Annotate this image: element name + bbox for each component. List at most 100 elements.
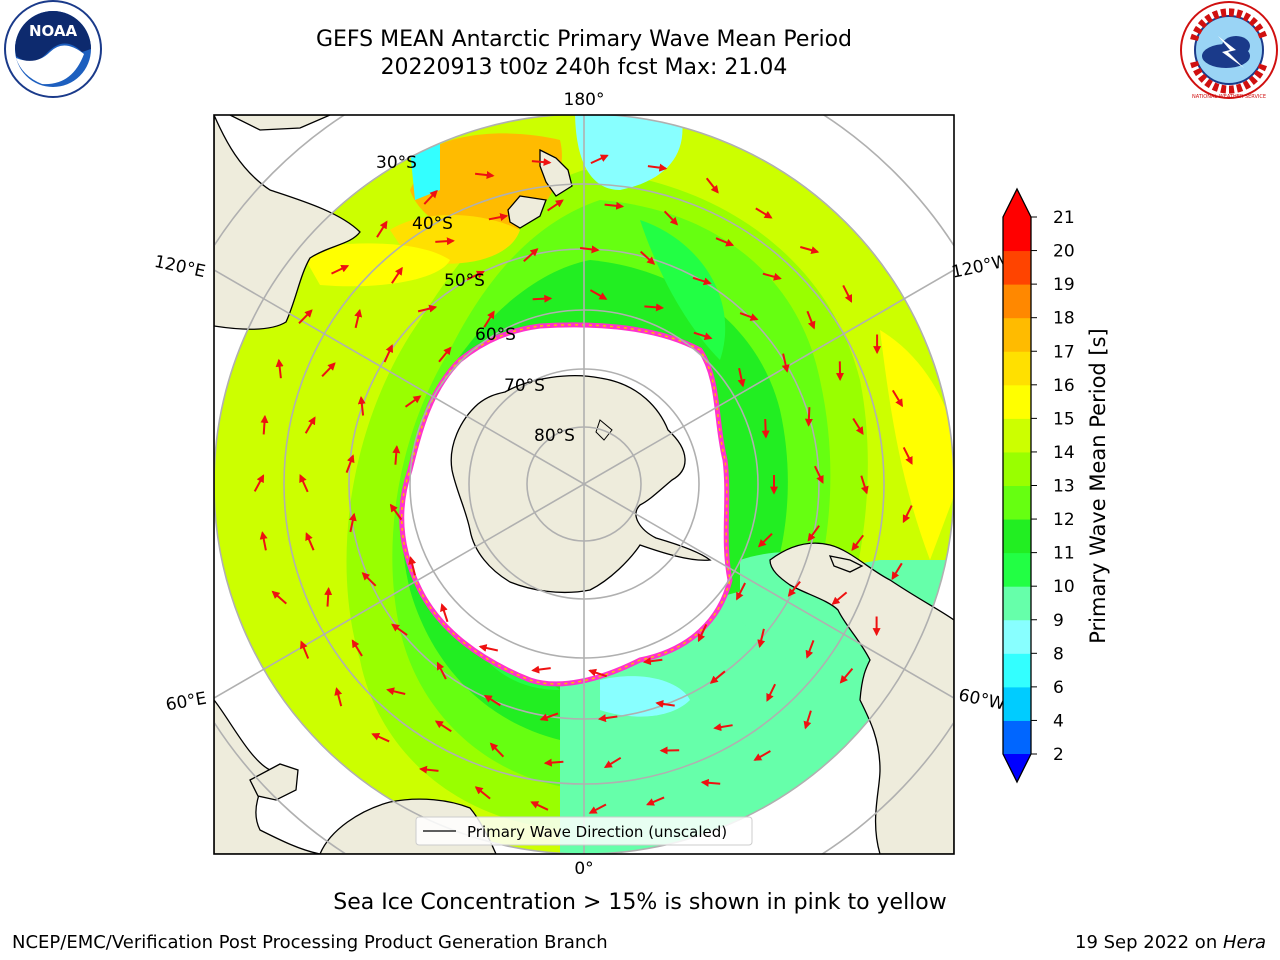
wave-direction-arrow xyxy=(640,250,656,265)
wave-direction-arrow xyxy=(436,661,447,680)
wave-direction-arrow xyxy=(813,465,824,484)
wave-direction-arrow xyxy=(417,304,438,313)
wave-direction-arrow xyxy=(488,213,509,222)
wave-direction-arrow xyxy=(604,201,625,210)
colorbar-tick-label: 12 xyxy=(1053,510,1075,530)
wave-direction-arrow xyxy=(755,207,773,219)
wave-direction-arrow xyxy=(831,591,848,605)
lon-label-120e: 120°E xyxy=(152,252,207,282)
wave-direction-arrow xyxy=(483,694,501,707)
wave-direction-arrow xyxy=(334,687,343,707)
wave-direction-arrow xyxy=(438,346,452,363)
chart-title: GEFS MEAN Antarctic Primary Wave Mean Pe… xyxy=(316,26,852,82)
wave-direction-arrow xyxy=(860,475,869,495)
lat-label-30s: 30°S xyxy=(376,153,417,173)
wave-direction-arrow xyxy=(391,266,403,284)
wave-direction-arrow xyxy=(392,445,401,465)
title-line-2: 20220913 t00z 240h fcst Max: 21.04 xyxy=(380,55,788,80)
sea-ice-caption: Sea Ice Concentration > 15% is shown in … xyxy=(333,890,947,915)
wave-direction-arrow xyxy=(646,796,665,806)
colorbar-tick-label: 15 xyxy=(1053,409,1075,429)
wave-direction-arrow xyxy=(423,189,438,205)
colorbar-segment xyxy=(1003,519,1031,554)
wave-direction-arrow xyxy=(531,158,552,167)
wave-direction-arrow xyxy=(761,418,770,439)
wave-direction-arrow xyxy=(787,580,801,597)
colorbar-segment xyxy=(1003,686,1031,721)
wave-direction-arrow xyxy=(351,639,363,657)
colorbar-over-triangle xyxy=(1003,189,1031,217)
colorbar-segment xyxy=(1003,384,1031,419)
wave-direction-arrow xyxy=(543,758,564,767)
wave-direction-arrow xyxy=(389,503,403,521)
lon-label-0: 0° xyxy=(574,859,593,879)
wave-direction-arrow xyxy=(806,310,816,330)
legend-label: Primary Wave Direction (unscaled) xyxy=(467,823,727,841)
colorbar-segment xyxy=(1003,284,1031,319)
wave-direction-arrow xyxy=(753,750,771,761)
wave-direction-arrow xyxy=(902,505,913,524)
wave-direction-arrow xyxy=(523,248,539,262)
footer-credit: NCEP/EMC/Verification Post Processing Pr… xyxy=(12,932,608,953)
wave-direction-arrow xyxy=(383,344,394,363)
wave-direction-arrows xyxy=(253,154,913,814)
wave-direction-arrow xyxy=(440,603,449,623)
colorbar-under-triangle xyxy=(1003,754,1031,782)
colorbar-tick-label: 11 xyxy=(1053,544,1075,564)
lon-label-180: 180° xyxy=(564,90,605,110)
wave-direction-arrow xyxy=(300,640,310,659)
wave-direction-arrow xyxy=(804,407,813,427)
wave-direction-arrow xyxy=(807,525,820,542)
wave-direction-arrow xyxy=(739,312,759,321)
wave-direction-arrow xyxy=(700,778,721,787)
wave-direction-arrow xyxy=(354,308,363,329)
noaa-logo: NOAA xyxy=(4,0,102,98)
colorbar-tick-label: 18 xyxy=(1053,309,1075,329)
lon-label-60w: 60°W xyxy=(957,685,1007,714)
wave-direction-arrow xyxy=(386,687,406,696)
colorbar-segment xyxy=(1003,317,1031,352)
colorbar-tick-label: 10 xyxy=(1053,577,1075,597)
wave-direction-arrow xyxy=(588,803,607,814)
wave-direction-arrow xyxy=(736,582,746,601)
wave-direction-arrow xyxy=(299,474,309,493)
wave-direction-arrow xyxy=(766,683,776,702)
wave-direction-arrow xyxy=(435,237,455,246)
wave-direction-arrow xyxy=(709,670,726,684)
wave-direction-arrow xyxy=(532,294,553,303)
colorbar-segment xyxy=(1003,351,1031,386)
wave-direction-arrow xyxy=(781,353,790,373)
colorbar-segment xyxy=(1003,619,1031,654)
colorbar-tick-label: 19 xyxy=(1053,275,1075,295)
wave-direction-arrow xyxy=(603,756,622,769)
antarctica-land xyxy=(450,375,712,594)
wave-direction-arrow xyxy=(391,623,408,636)
wave-direction-arrow xyxy=(590,154,609,165)
wave-direction-arrow xyxy=(404,395,422,408)
wave-direction-arrow xyxy=(842,284,853,303)
wave-direction-arrow xyxy=(597,714,618,723)
continents xyxy=(214,115,954,854)
wave-direction-arrow xyxy=(434,720,452,733)
colorbar-title: Primary Wave Mean Period [s] xyxy=(1086,328,1110,644)
colorbar-tick-label: 4 xyxy=(1053,711,1064,731)
colorbar-segment xyxy=(1003,451,1031,486)
wave-direction-arrow xyxy=(260,414,269,435)
wave-direction-arrow xyxy=(851,534,865,551)
map-frame xyxy=(213,114,955,855)
wave-direction-arrow xyxy=(852,417,864,436)
lat-label-70s: 70°S xyxy=(504,376,545,396)
noaa-logo-text: NOAA xyxy=(29,22,78,40)
wave-direction-arrow xyxy=(408,556,417,576)
wave-direction-arrow xyxy=(474,786,491,800)
wave-direction-arrow xyxy=(588,668,608,678)
lat-label-50s: 50°S xyxy=(444,271,485,291)
wave-direction-arrow xyxy=(803,710,812,730)
wave-direction-arrow xyxy=(647,163,668,172)
colorbar-tick-label: 20 xyxy=(1053,242,1075,262)
wave-direction-arrow xyxy=(371,733,390,743)
wave-direction-arrow xyxy=(902,446,913,465)
wave-direction-arrow xyxy=(715,237,735,247)
wave-direction-arrow xyxy=(466,270,485,281)
